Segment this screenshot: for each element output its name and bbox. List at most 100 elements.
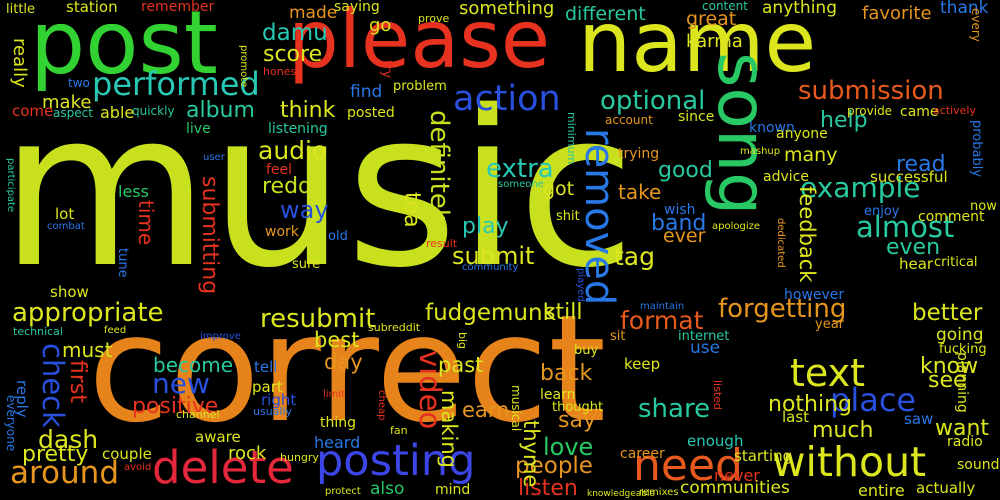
word-good: good: [658, 158, 713, 183]
word-different: different: [565, 3, 646, 25]
word-audio: audio: [258, 136, 328, 165]
word-participate: participate: [5, 158, 16, 213]
word-someone: someone: [498, 179, 544, 190]
word-still: still: [544, 300, 583, 325]
word-know: know: [920, 354, 979, 379]
word-favorite: favorite: [862, 3, 932, 24]
word-sit: sit: [610, 329, 626, 344]
word-fucking: fucking: [939, 342, 987, 357]
word-limit: limit: [323, 389, 345, 400]
word-thank: thank: [940, 0, 989, 18]
word-must: must: [62, 338, 113, 362]
word-last: last: [782, 408, 810, 426]
word-extra: extra: [486, 154, 554, 184]
word-since: since: [678, 109, 715, 125]
word-format: format: [620, 306, 704, 335]
word-love: love: [543, 433, 594, 461]
word-aware: aware: [195, 428, 241, 446]
word-enjoy: enjoy: [864, 204, 900, 219]
word-share: share: [638, 394, 711, 424]
word-feed: feed: [104, 325, 127, 336]
word-actually: actually: [916, 479, 976, 497]
word-forgetting: forgetting: [718, 294, 847, 324]
word-take: take: [618, 180, 662, 204]
word-prove: prove: [418, 12, 450, 25]
word-heard: heard: [314, 433, 361, 452]
word-radio: radio: [947, 434, 983, 450]
word-around: around: [10, 455, 119, 491]
word-avoid: avoid: [124, 462, 152, 473]
word-way: way: [280, 196, 329, 224]
word-karma: karma: [686, 31, 743, 52]
word-first: first: [65, 360, 90, 403]
word-communities: communities: [680, 478, 790, 498]
word-video: video: [413, 350, 447, 430]
word-protect: protect: [325, 486, 361, 497]
word-score: score: [263, 42, 323, 67]
word-two: two: [68, 76, 90, 90]
word-shit: shit: [556, 209, 580, 224]
word-wish: wish: [664, 202, 696, 218]
word-old: old: [328, 229, 348, 244]
word-rock: rock: [228, 443, 267, 464]
word-channel: channel: [176, 408, 220, 421]
word-technical: technical: [13, 325, 63, 338]
word-year: year: [815, 317, 845, 332]
word-sure: sure: [292, 257, 321, 272]
word-never: never: [714, 466, 760, 485]
word-mashup: mashup: [740, 146, 781, 157]
word-hear: hear: [899, 255, 934, 273]
word-day: day: [324, 350, 363, 374]
word-critical: critical: [934, 255, 978, 270]
word-made: made: [289, 3, 338, 23]
word-tag: tag: [614, 242, 655, 271]
word-sound: sound: [957, 457, 1000, 473]
word-fudgemunk: fudgemunk: [425, 300, 556, 326]
word-music: music: [0, 64, 636, 315]
word-quickly: quickly: [132, 104, 175, 118]
word-submitting: submitting: [197, 176, 222, 295]
word-also: also: [370, 479, 405, 499]
word-maintain: maintain: [640, 301, 685, 312]
word-use: use: [690, 338, 721, 358]
word-make: make: [42, 92, 92, 113]
word-live: live: [186, 121, 211, 137]
word-posting: posting: [316, 436, 476, 486]
word-apologize: apologize: [712, 221, 761, 232]
word-earn: earn: [462, 398, 510, 422]
word-people: people: [515, 453, 593, 479]
word-successful: successful: [870, 168, 948, 186]
word-tea: tea: [399, 192, 424, 228]
word-see: see: [928, 368, 967, 393]
word-time: time: [134, 200, 158, 246]
word-thought: thought: [552, 400, 604, 415]
word-going: going: [936, 325, 984, 345]
word-definitely: definitely: [424, 110, 454, 232]
word-go: go: [369, 15, 392, 36]
word-work: work: [265, 224, 299, 240]
word-tune: tune: [115, 248, 130, 278]
word-knowledgeable: knowledgeable: [587, 489, 656, 499]
word-learn: learn: [540, 387, 576, 403]
word-problem: problem: [393, 79, 447, 94]
word-community: community: [462, 262, 519, 273]
word-really: really: [9, 38, 30, 88]
word-buy: buy: [574, 343, 599, 358]
word-feel: feel: [266, 162, 293, 178]
word-name: name: [578, 0, 817, 91]
word-advice: advice: [763, 169, 809, 185]
word-resubmit: resubmit: [260, 304, 376, 334]
word-best: best: [314, 328, 360, 352]
word-optional: optional: [600, 86, 706, 116]
word-listening: listening: [268, 121, 328, 137]
word-better: better: [912, 300, 983, 326]
word-delete: delete: [152, 441, 294, 494]
word-anything: anything: [762, 0, 837, 18]
word-show: show: [50, 283, 89, 301]
word-almost: almost: [856, 210, 955, 244]
word-lot: lot: [55, 205, 75, 223]
word-band: band: [651, 211, 707, 236]
word-couple: couple: [102, 445, 152, 463]
word-removed: removed: [576, 128, 622, 306]
